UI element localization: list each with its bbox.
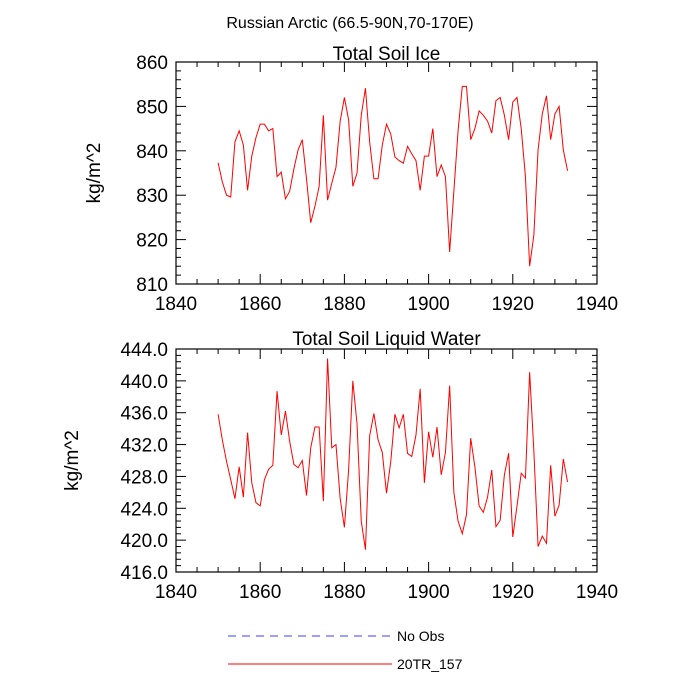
ice-x-tick-label: 1860: [239, 294, 281, 315]
ice-x-tick-label: 1880: [323, 294, 365, 315]
ice-y-tick-label: 830: [136, 186, 168, 207]
legend-label-20tr-157: 20TR_157: [397, 656, 463, 672]
water-y-tick-label: 416.0: [120, 563, 168, 584]
ice-y-tick-label: 850: [136, 97, 168, 118]
water-x-tick-label: 1860: [239, 582, 281, 603]
ice-series-20tr-157: [217, 85, 569, 267]
water-y-tick-label: 420.0: [120, 531, 168, 552]
soil-liquid-water-panel: Total Soil Liquid Water kg/m^2 1840 1860 188…: [62, 329, 618, 603]
water-y-tick-label: 444.0: [120, 340, 168, 361]
ice-y-tick-label: 860: [136, 53, 168, 74]
water-series-20tr-157: [217, 358, 569, 550]
legend-label-no-obs: No Obs: [397, 628, 444, 644]
water-y-tick-label: 436.0: [120, 404, 168, 425]
ice-y-tick-label: 810: [136, 275, 168, 296]
water-x-tick-label: 1900: [407, 582, 449, 603]
legend: No Obs 20TR_157: [228, 628, 463, 672]
water-y-tick-label: 440.0: [120, 372, 168, 393]
water-x-tick-label: 1920: [492, 582, 534, 603]
water-x-tick-label: 1840: [155, 582, 197, 603]
ice-y-tick-label: 840: [136, 142, 168, 163]
water-y-axis-label: kg/m^2: [62, 430, 83, 491]
ice-y-tick-label: 820: [136, 231, 168, 252]
water-x-tick-label: 1940: [576, 582, 618, 603]
ice-x-tick-label: 1940: [576, 294, 618, 315]
ice-chart-title: Total Soil Ice: [333, 44, 441, 65]
figure-title: Russian Arctic (66.5-90N,70-170E): [226, 15, 473, 32]
water-chart-title: Total Soil Liquid Water: [292, 329, 481, 350]
ice-x-tick-label: 1900: [407, 294, 449, 315]
water-y-tick-label: 432.0: [120, 436, 168, 457]
water-y-tick-label: 424.0: [120, 499, 168, 520]
soil-ice-panel: Total Soil Ice kg/m^2 1840 1860 1880 1900 1920…: [84, 44, 618, 315]
ice-y-axis-label: kg/m^2: [84, 143, 105, 204]
water-y-tick-label: 428.0: [120, 467, 168, 488]
ice-x-tick-label: 1920: [492, 294, 534, 315]
water-x-tick-label: 1880: [323, 582, 365, 603]
ice-plot-frame: [175, 61, 598, 285]
ice-x-tick-label: 1840: [155, 294, 197, 315]
